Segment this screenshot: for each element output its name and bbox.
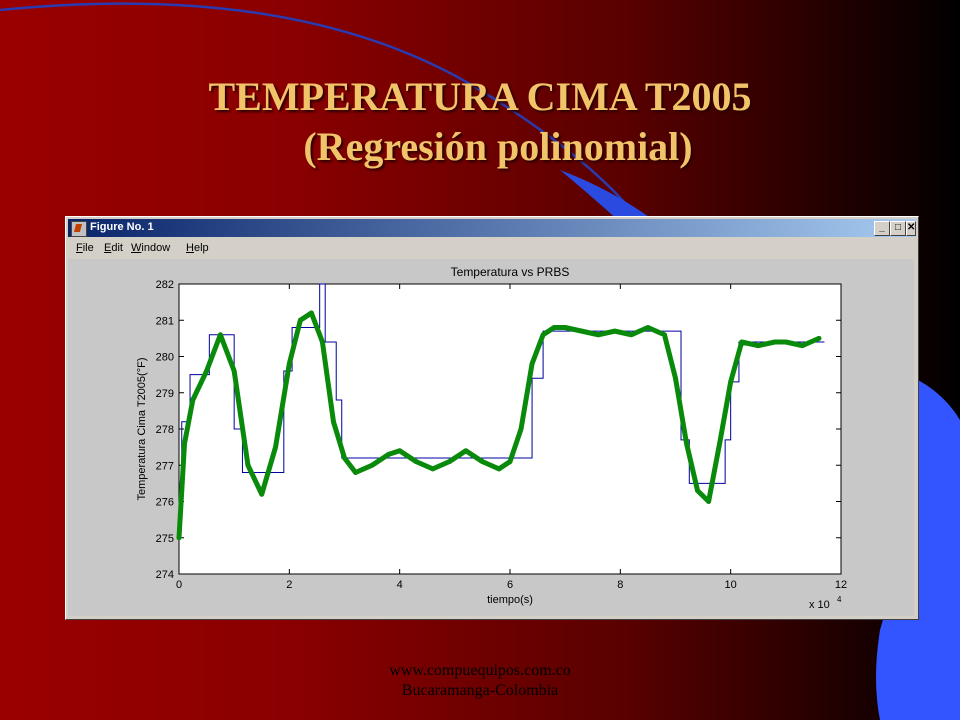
temperature-marker (662, 332, 667, 338)
temperature-marker (353, 470, 358, 475)
temperature-marker (595, 332, 601, 338)
temperature-marker (695, 488, 700, 494)
x-tick-label: 12 (835, 579, 847, 591)
temperature-marker (496, 466, 502, 472)
figure-window: Figure No. 1 _ □ ✕ File Edit Window Help… (65, 216, 919, 620)
temperature-marker (783, 339, 789, 345)
y-tick-label: 277 (156, 460, 174, 472)
menu-window[interactable]: Window (131, 242, 171, 254)
temperature-marker (739, 339, 745, 345)
close-button[interactable]: ✕ (906, 221, 916, 236)
x-tick-label: 4 (397, 579, 403, 591)
slide-subtitle: (Regresión polinomial) (303, 124, 693, 169)
temperature-marker (245, 462, 251, 468)
menu-file[interactable]: File (76, 242, 94, 254)
menu-edit[interactable]: Edit (104, 242, 123, 254)
temperature-marker (297, 317, 303, 323)
x-multiplier-label: x 10 (809, 599, 830, 611)
temperature-marker (386, 451, 392, 457)
temperature-marker (273, 444, 278, 450)
temperature-marker (309, 310, 314, 316)
window-title: Figure No. 1 (90, 221, 154, 233)
menu-help[interactable]: Help (186, 242, 209, 254)
temperature-marker (286, 361, 292, 367)
temperature-marker (259, 491, 265, 497)
x-tick-label: 10 (725, 579, 737, 591)
temperature-marker (673, 375, 678, 381)
temperature-marker (430, 466, 436, 472)
temperature-marker (369, 462, 375, 468)
y-axis-label: Temperatura Cima T2005(°F) (136, 358, 148, 501)
x-tick-label: 8 (617, 579, 623, 591)
maximize-button[interactable]: □ (890, 221, 906, 236)
x-multiplier-exponent: 4 (837, 595, 842, 604)
temperature-marker (628, 332, 634, 338)
y-tick-label: 281 (156, 315, 174, 327)
temperature-marker (816, 335, 822, 341)
temperature-marker (529, 361, 535, 367)
temperature-marker (231, 368, 237, 374)
y-tick-label: 282 (156, 279, 174, 291)
temperature-marker (320, 339, 325, 345)
minimize-button[interactable]: _ (874, 221, 890, 236)
temperature-marker (176, 535, 182, 541)
y-tick-label: 274 (156, 569, 174, 581)
temperature-marker (755, 343, 761, 349)
footer-url: www.compuequipos.com.co (389, 662, 571, 679)
x-tick-label: 6 (507, 579, 513, 591)
temperature-marker (507, 459, 513, 465)
temperature-marker (342, 455, 347, 461)
temperature-marker (645, 325, 651, 330)
matlab-icon (71, 221, 87, 237)
y-tick-label: 280 (156, 352, 174, 364)
temperature-marker (182, 441, 187, 446)
temperature-marker (204, 368, 209, 374)
temperature-marker (463, 448, 469, 454)
plot-panel: 0 2 4 6 8 10 12 274 275 276 277 278 279 280 281 282 Temp… (68, 259, 914, 616)
temperature-marker (706, 499, 711, 504)
temperature-marker (772, 339, 778, 345)
x-axis-label: tiempo(s) (487, 594, 533, 606)
window-titlebar[interactable]: Figure No. 1 _ □ ✕ (68, 219, 916, 237)
temperature-marker (217, 332, 223, 338)
temperature-marker (562, 325, 568, 330)
chart-title: Temperatura vs PRBS (451, 265, 570, 279)
slide-title: TEMPERATURA CIMA T2005 (208, 74, 752, 119)
temperature-marker (684, 441, 689, 446)
temperature-marker (397, 448, 403, 454)
y-tick-label: 276 (156, 497, 174, 509)
chart: 0 2 4 6 8 10 12 274 275 276 277 278 279 280 281 282 Temp… (136, 265, 847, 611)
temperature-marker (799, 343, 805, 349)
temperature-marker (480, 459, 485, 465)
footer: www.compuequipos.com.co Bucaramanga-Colo… (0, 661, 960, 701)
temperature-marker (540, 332, 546, 338)
temperature-marker (717, 441, 723, 446)
temperature-marker (446, 459, 452, 465)
y-tick-label: 275 (156, 533, 174, 545)
y-tick-label: 279 (156, 388, 174, 400)
temperature-marker (190, 397, 196, 403)
temperature-marker (331, 419, 336, 425)
temperature-marker (728, 379, 734, 385)
temperature-marker (612, 328, 618, 334)
temperature-marker (413, 459, 419, 465)
y-tick-label: 278 (156, 424, 174, 436)
footer-location: Bucaramanga-Colombia (401, 682, 559, 699)
temperature-marker (551, 325, 557, 330)
temperature-marker (518, 426, 524, 432)
x-tick-label: 2 (286, 579, 292, 591)
temperature-marker (579, 328, 585, 334)
menu-bar: File Edit Window Help (68, 239, 916, 257)
x-tick-label: 0 (176, 579, 182, 591)
prbs-step-line (179, 283, 825, 484)
